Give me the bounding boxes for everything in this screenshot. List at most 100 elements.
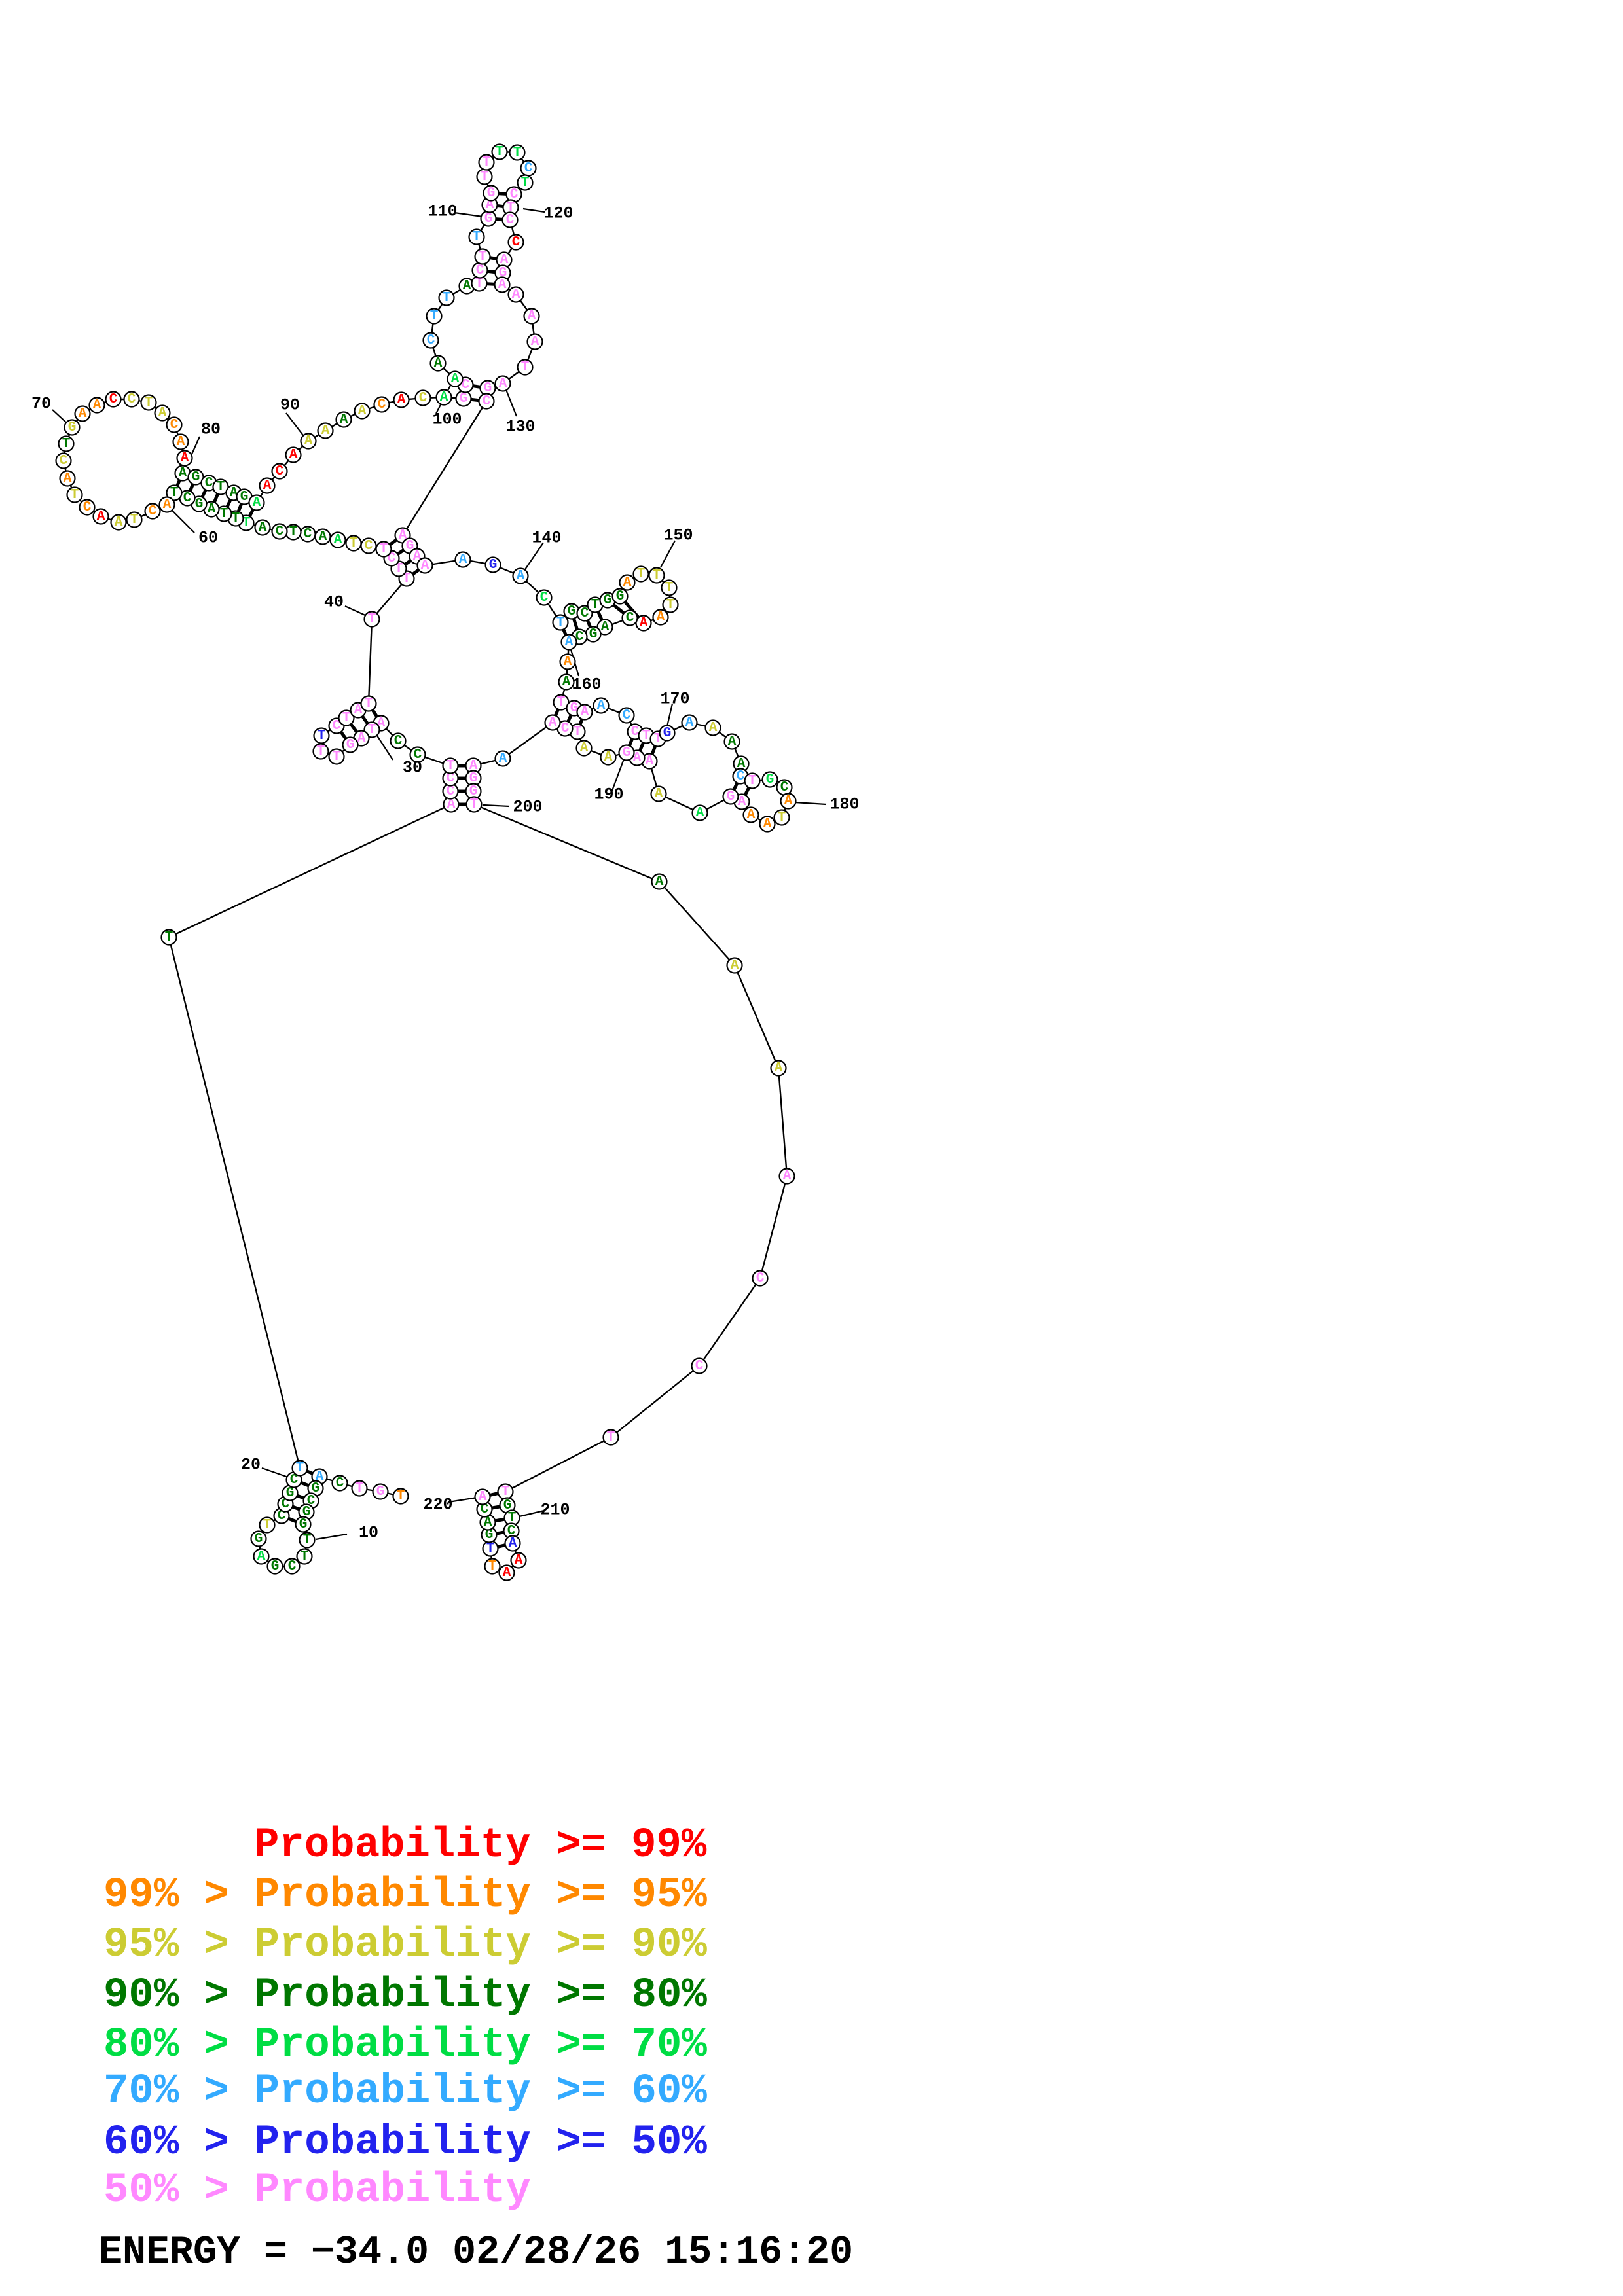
nucleotide-circle — [271, 523, 288, 540]
nucleotide-base: T — [508, 1511, 517, 1526]
nucleotide-base: T — [521, 360, 530, 375]
nucleotide-circle — [351, 1480, 368, 1497]
nucleotide-base: T — [145, 395, 153, 410]
nucleotide-base: A — [728, 734, 737, 749]
nucleotide-circle — [250, 1530, 267, 1547]
nucleotide-circle — [342, 736, 359, 753]
nucleotide-circle — [507, 286, 524, 303]
nucleotide-base: A — [257, 1549, 266, 1564]
nucleotide-circle — [576, 704, 593, 721]
backbone-segment — [473, 803, 660, 883]
nucleotide-base: C — [581, 606, 589, 621]
nucleotide-base: T — [356, 1481, 364, 1496]
nucleotide-base: A — [440, 390, 448, 405]
nucleotide-circle — [392, 1488, 409, 1505]
nucleotide-circle — [560, 634, 577, 651]
nucleotide-circle — [373, 396, 390, 413]
nucleotide-base: A — [597, 698, 606, 713]
nucleotide-circle — [259, 477, 276, 494]
nucleotide-circle — [160, 929, 177, 946]
nucleotide-circle — [602, 1429, 619, 1446]
nucleotide-base: C — [481, 1502, 489, 1517]
nucleotide-base: A — [640, 616, 648, 631]
nucleotide-circle — [254, 519, 271, 536]
nucleotide-base: A — [334, 533, 342, 548]
legend-entry: 70% > Probability >= 60% — [103, 2068, 707, 2115]
nucleotide-circle — [726, 957, 743, 974]
nucleotide-base: T — [368, 723, 376, 738]
nucleotide-base: C — [378, 397, 386, 412]
nucleotide-circle — [295, 1516, 312, 1533]
nucleotide-circle — [494, 276, 511, 293]
nucleotide-circle — [723, 733, 740, 750]
nucleotide-circle — [681, 714, 698, 731]
nucleotide-base: T — [317, 744, 325, 759]
nucleotide-base: G — [503, 1498, 512, 1513]
nucleotide-base: A — [179, 466, 187, 481]
nucleotide-base: T — [220, 507, 228, 522]
label-pointer-line — [261, 1467, 291, 1479]
nucleotide-base: C — [540, 590, 549, 605]
position-label: 120 — [543, 204, 573, 223]
nucleotide-base: A — [747, 808, 756, 823]
nucleotide-circle — [66, 486, 83, 503]
position-label: 170 — [660, 690, 689, 709]
nucleotide-base: A — [469, 759, 478, 774]
nucleotide-base: G — [346, 738, 355, 753]
backbone-segment — [759, 1175, 788, 1279]
nucleotide-base: C — [276, 464, 284, 479]
nucleotide-circle — [123, 391, 140, 408]
nucleotide-base: T — [165, 930, 173, 945]
legend-entry: 99% > Probability >= 95% — [103, 1872, 707, 1919]
nucleotide-circle — [780, 793, 797, 810]
probability-legend: Probability >= 99% 99% > Probability >= … — [103, 1822, 707, 2214]
nucleotide-base: T — [591, 598, 600, 613]
nucleotide-circle — [285, 446, 302, 463]
nucleotide-circle — [478, 393, 495, 410]
nucleotide-circle — [266, 1558, 283, 1575]
nucleotide-base: T — [479, 249, 487, 264]
legend-entry: 90% > Probability >= 80% — [103, 1972, 707, 2019]
nucleotide-circle — [662, 596, 679, 613]
nucleotide-base: A — [263, 478, 272, 493]
nucleotide-base: T — [170, 486, 179, 501]
nucleotide-base: G — [616, 589, 625, 604]
nucleotide-circle — [360, 695, 377, 712]
nucleotide-circle — [651, 873, 668, 890]
nucleotide-base: A — [208, 502, 216, 517]
label-pointer-line — [285, 412, 306, 439]
nucleotide-circle — [536, 589, 553, 606]
backbone-segment — [367, 619, 373, 704]
nucleotide-circle — [429, 355, 447, 372]
nucleotide-circle — [442, 757, 459, 774]
nucleotide-base: T — [242, 516, 251, 531]
nucleotide-circle — [618, 744, 635, 761]
nucleotide-base: T — [368, 612, 376, 627]
position-label: 70 — [31, 395, 51, 414]
nucleotide-base: C — [737, 769, 745, 784]
nucleotide-circle — [491, 143, 508, 160]
nucleotide-circle — [773, 809, 790, 826]
position-label: 200 — [513, 798, 542, 817]
nucleotide-base: G — [469, 771, 478, 786]
nucleotide-base: T — [380, 542, 388, 557]
nucleotide-circle — [390, 732, 407, 749]
nucleotide-circle — [523, 308, 540, 325]
nucleotide-circle — [759, 816, 776, 833]
nucleotide-base: G — [663, 726, 672, 741]
nucleotide-base: C — [510, 187, 519, 202]
nucleotide-base: G — [68, 420, 77, 435]
nucleotide-base: G — [570, 701, 579, 716]
nucleotide-circle — [517, 359, 534, 376]
backbone-segment — [610, 1365, 700, 1438]
nucleotide-circle — [621, 609, 638, 626]
label-pointer-line — [516, 1509, 545, 1518]
label-pointer-line — [344, 605, 367, 617]
nucleotide-base: G — [302, 1505, 311, 1520]
nucleotide-base: T — [637, 567, 646, 582]
nucleotide-circle — [468, 228, 485, 245]
nucleotide-circle — [140, 394, 157, 411]
nucleotide-base: T — [217, 480, 225, 495]
